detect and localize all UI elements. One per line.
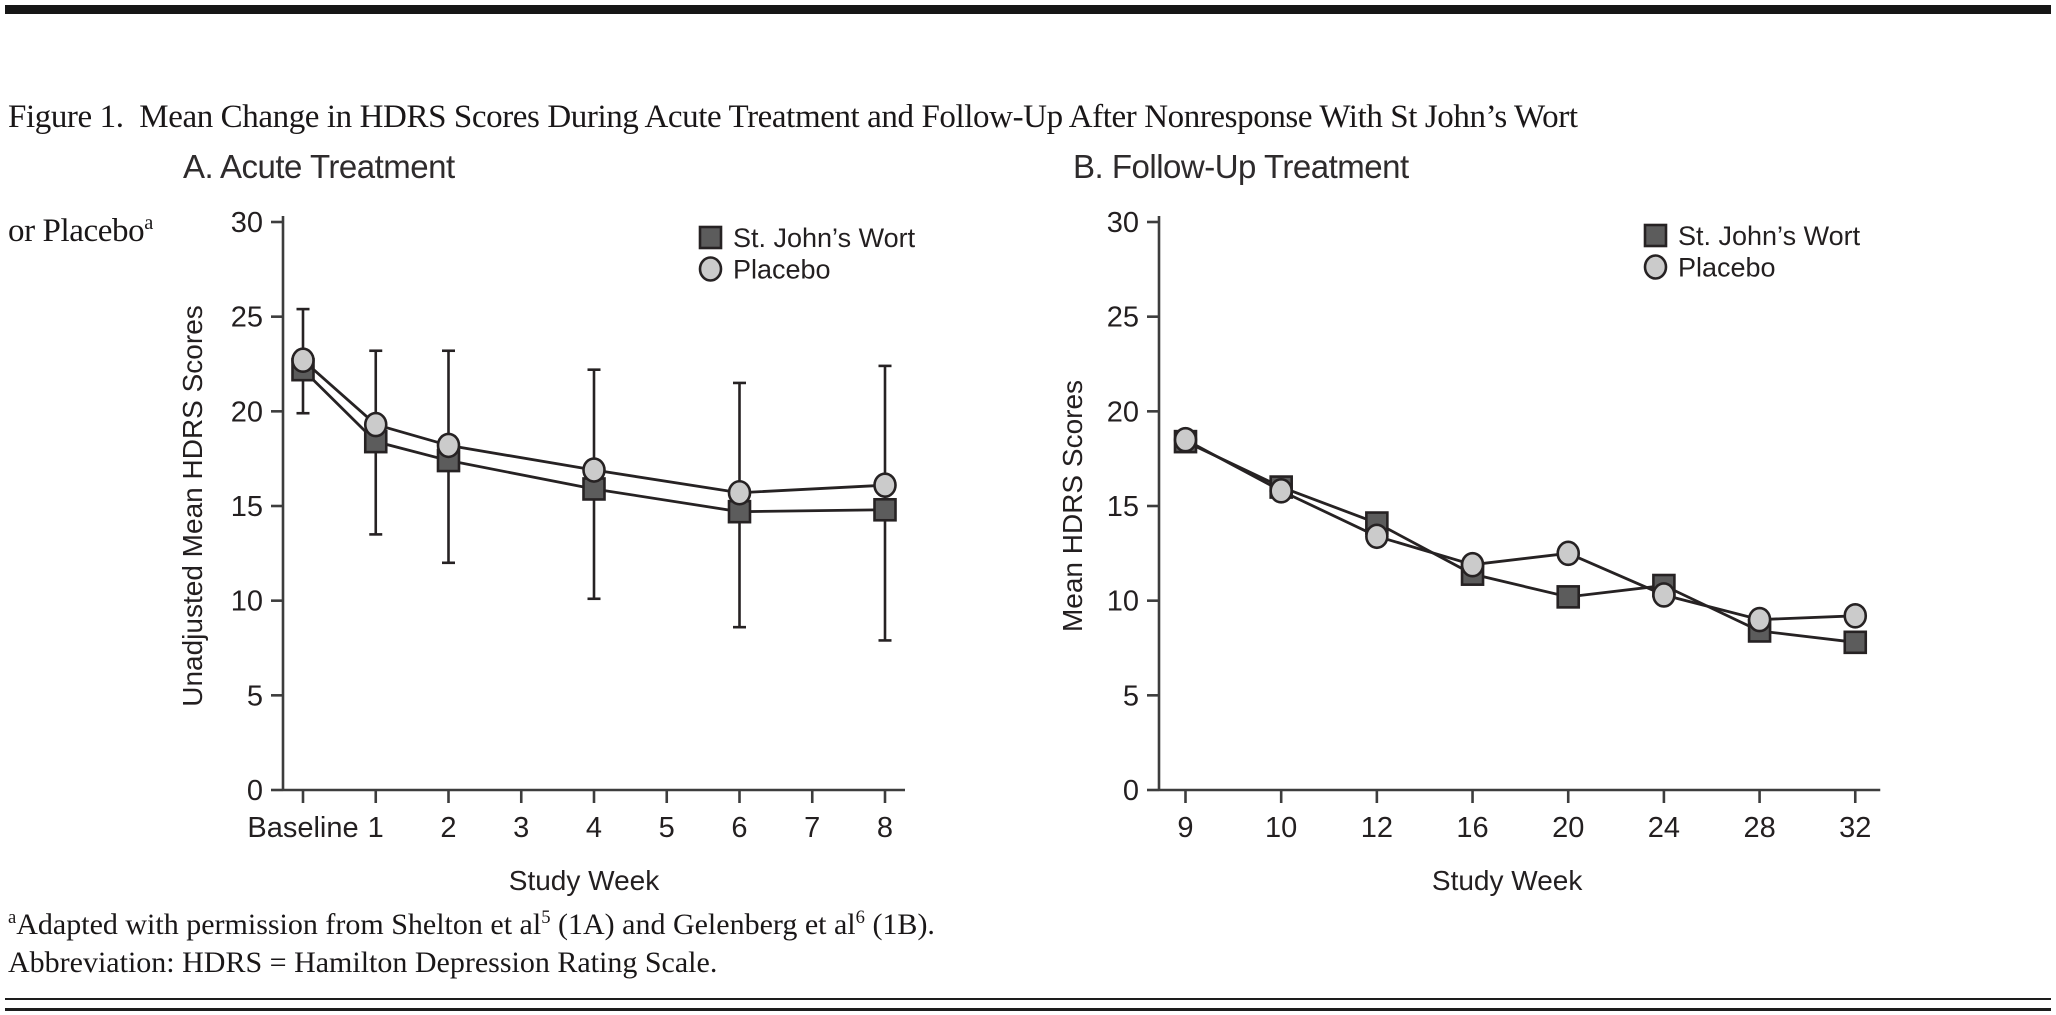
- x-tick-label: 2: [440, 812, 456, 844]
- series-line-placebo: [302, 359, 886, 495]
- series-line-placebo: [1184, 438, 1856, 622]
- footnote-ref-6: 6: [855, 907, 865, 928]
- x-tick-label: 28: [1743, 812, 1775, 844]
- legend-square-swatch: [698, 225, 723, 250]
- legend-label: St. John’s Wort: [733, 223, 916, 253]
- y-axis-title: Mean HDRS Scores: [1057, 380, 1088, 632]
- figure-title-line2: or Placeboa: [8, 212, 2048, 250]
- marker-circle: [1556, 540, 1581, 567]
- marker-circle: [436, 432, 461, 459]
- panel-b-title: B. Follow-Up Treatment: [1073, 148, 1409, 185]
- legend-label: Placebo: [733, 255, 831, 285]
- marker-circle: [1652, 582, 1676, 608]
- x-tick-label: 5: [659, 812, 675, 844]
- y-tick-label: 0: [247, 775, 263, 807]
- footnote-text-3: (1B).: [864, 908, 935, 941]
- footnote-superscript-a: a: [8, 907, 17, 928]
- figure-title-text-1: Figure 1. Mean Change in HDRS Scores Dur…: [8, 99, 1578, 135]
- x-tick-label: 12: [1361, 812, 1393, 844]
- marker-circle: [1365, 523, 1389, 550]
- y-tick-label: 20: [231, 396, 263, 428]
- footnote-text-1: Adapted with permission from Shelton et …: [16, 908, 542, 941]
- figure-title-text-2: or Placebo: [8, 213, 145, 249]
- y-tick-label: 20: [1107, 396, 1139, 428]
- marker-square: [1843, 630, 1868, 655]
- marker-circle: [582, 457, 606, 483]
- marker-square: [873, 497, 897, 522]
- legend-circle-swatch: [698, 256, 723, 282]
- x-tick-label: 10: [1265, 812, 1297, 844]
- marker-circle: [363, 411, 388, 438]
- footnote-text-2: (1A) and Gelenberg et al: [550, 908, 856, 941]
- x-tick-label: 8: [877, 812, 893, 844]
- marker-circle: [727, 479, 752, 506]
- x-tick-label: 32: [1839, 812, 1871, 844]
- figure-title-superscript: a: [144, 212, 153, 234]
- x-tick-label: 20: [1552, 812, 1584, 844]
- figure-title-line1: Figure 1. Mean Change in HDRS Scores Dur…: [8, 98, 2048, 136]
- y-tick-label: 25: [1107, 302, 1139, 334]
- x-tick-label: 4: [586, 812, 602, 844]
- marker-circle: [1460, 551, 1485, 578]
- y-tick-label: 5: [1123, 680, 1139, 712]
- chart-acute-treatment: 0 5 10 15 20 25 30 Baseline 1 2 3 4 5 6 7 8 Study Week Un…: [177, 207, 916, 896]
- x-tick-label: Baseline: [247, 812, 358, 844]
- x-tick-label: 9: [1177, 812, 1193, 844]
- marker-circle: [1173, 426, 1198, 453]
- marker-circle: [1747, 606, 1772, 633]
- legend-label: Placebo: [1678, 253, 1776, 283]
- footnote-abbreviation: Abbreviation: HDRS = Hamilton Depression…: [8, 946, 718, 979]
- x-tick-label: 3: [513, 812, 529, 844]
- x-tick-label: 1: [368, 812, 384, 844]
- legend-circle-swatch: [1643, 254, 1668, 280]
- y-tick-label: 0: [1123, 775, 1139, 807]
- footnote-ref-5: 5: [541, 907, 551, 928]
- x-axis-title: Study Week: [509, 865, 660, 896]
- series-line-sjw: [1184, 440, 1856, 644]
- y-tick-label: 15: [231, 491, 263, 523]
- marker-circle: [873, 472, 897, 498]
- marker-circle: [1843, 603, 1868, 629]
- chart-follow-up-treatment: 0 5 10 15 20 25 30 9 10 12 16 20 24 28 32 Study Week Mea…: [1057, 207, 1881, 896]
- marker-circle: [1269, 478, 1293, 504]
- series-line-sjw: [302, 368, 886, 514]
- legend-square-swatch: [1643, 223, 1668, 248]
- bottom-rule: [5, 998, 2051, 1011]
- y-tick-label: 25: [231, 302, 263, 334]
- y-tick-label: 30: [231, 207, 263, 239]
- y-tick-label: 15: [1107, 491, 1139, 523]
- x-axis-title: Study Week: [1432, 865, 1583, 896]
- marker-circle: [291, 347, 315, 374]
- y-tick-label: 5: [247, 680, 263, 712]
- figure-title: Figure 1. Mean Change in HDRS Scores Dur…: [8, 22, 2048, 326]
- footnote-adapted: aAdapted with permission from Shelton et…: [8, 906, 935, 944]
- legend-label: St. John’s Wort: [1678, 221, 1861, 251]
- x-tick-label: 6: [731, 812, 747, 844]
- top-rule: [5, 5, 2051, 14]
- y-tick-label: 10: [231, 586, 263, 618]
- x-tick-label: 16: [1456, 812, 1488, 844]
- y-tick-label: 10: [1107, 586, 1139, 618]
- y-tick-label: 30: [1107, 207, 1139, 239]
- panel-a-title: A. Acute Treatment: [183, 148, 455, 185]
- marker-square: [1556, 585, 1581, 609]
- x-tick-label: 7: [804, 812, 820, 844]
- y-axis-title: Unadjusted Mean HDRS Scores: [177, 305, 208, 707]
- x-tick-label: 24: [1648, 812, 1680, 844]
